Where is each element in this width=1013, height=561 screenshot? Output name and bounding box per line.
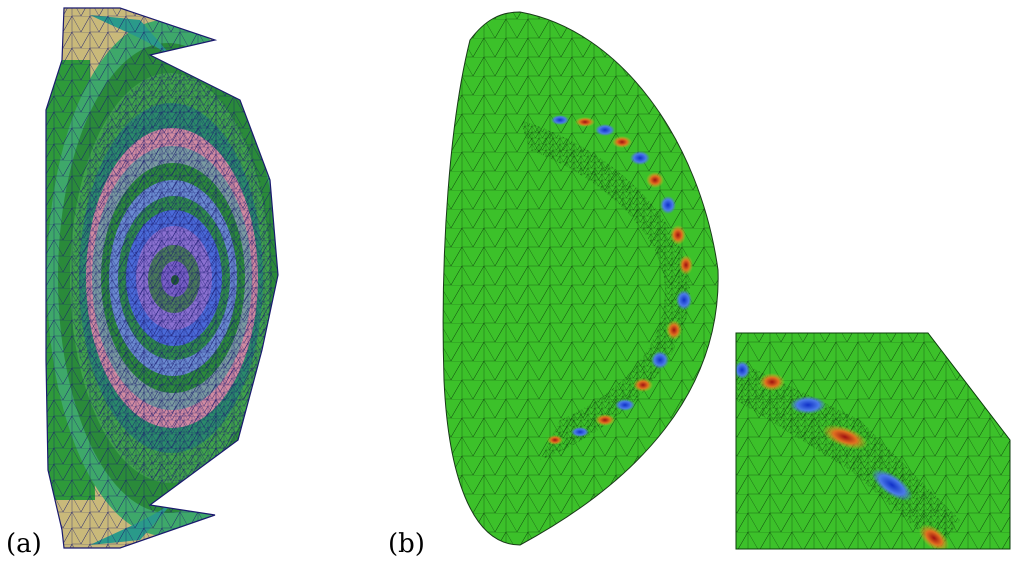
panel-label-a: (a) xyxy=(6,529,42,559)
panel-label-b: (b) xyxy=(388,529,425,559)
mode-structure xyxy=(547,115,693,445)
panel-b-inset xyxy=(735,332,1011,550)
panel-a-mesh xyxy=(45,7,279,549)
panel-b-mesh xyxy=(442,11,719,546)
